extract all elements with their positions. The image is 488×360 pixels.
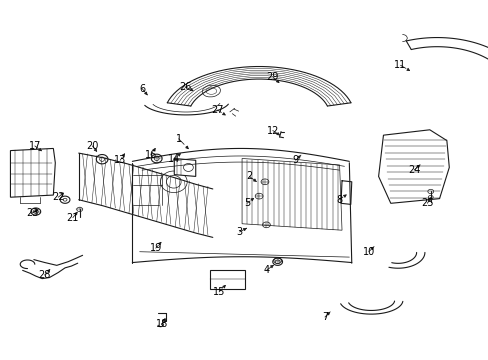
Text: 21: 21 bbox=[66, 213, 79, 222]
Text: 13: 13 bbox=[114, 155, 126, 165]
Text: 4: 4 bbox=[263, 265, 269, 275]
Text: 9: 9 bbox=[292, 155, 298, 165]
Text: 17: 17 bbox=[29, 141, 41, 151]
Polygon shape bbox=[378, 130, 448, 203]
Polygon shape bbox=[242, 158, 341, 230]
Text: 8: 8 bbox=[336, 195, 342, 205]
Text: 5: 5 bbox=[244, 198, 249, 208]
Text: 28: 28 bbox=[39, 270, 51, 280]
Text: 18: 18 bbox=[155, 319, 167, 329]
Text: 3: 3 bbox=[236, 227, 242, 237]
Polygon shape bbox=[10, 148, 55, 197]
Text: 29: 29 bbox=[266, 72, 278, 82]
Text: 24: 24 bbox=[407, 165, 420, 175]
Text: 16: 16 bbox=[144, 150, 157, 160]
Text: 12: 12 bbox=[266, 126, 278, 135]
Polygon shape bbox=[174, 158, 195, 176]
Text: 15: 15 bbox=[212, 287, 225, 297]
Text: 2: 2 bbox=[246, 171, 252, 181]
Text: 10: 10 bbox=[362, 247, 374, 257]
Text: 20: 20 bbox=[86, 141, 99, 151]
Text: 23: 23 bbox=[26, 208, 39, 218]
Text: 14: 14 bbox=[167, 154, 180, 164]
Text: 19: 19 bbox=[149, 243, 162, 253]
Text: 27: 27 bbox=[211, 105, 224, 115]
Text: 1: 1 bbox=[175, 134, 182, 144]
Text: 25: 25 bbox=[420, 198, 433, 208]
Text: 7: 7 bbox=[321, 312, 327, 322]
Text: 22: 22 bbox=[52, 192, 64, 202]
Text: 26: 26 bbox=[179, 82, 191, 92]
Text: 6: 6 bbox=[139, 84, 145, 94]
Text: 11: 11 bbox=[394, 60, 406, 70]
